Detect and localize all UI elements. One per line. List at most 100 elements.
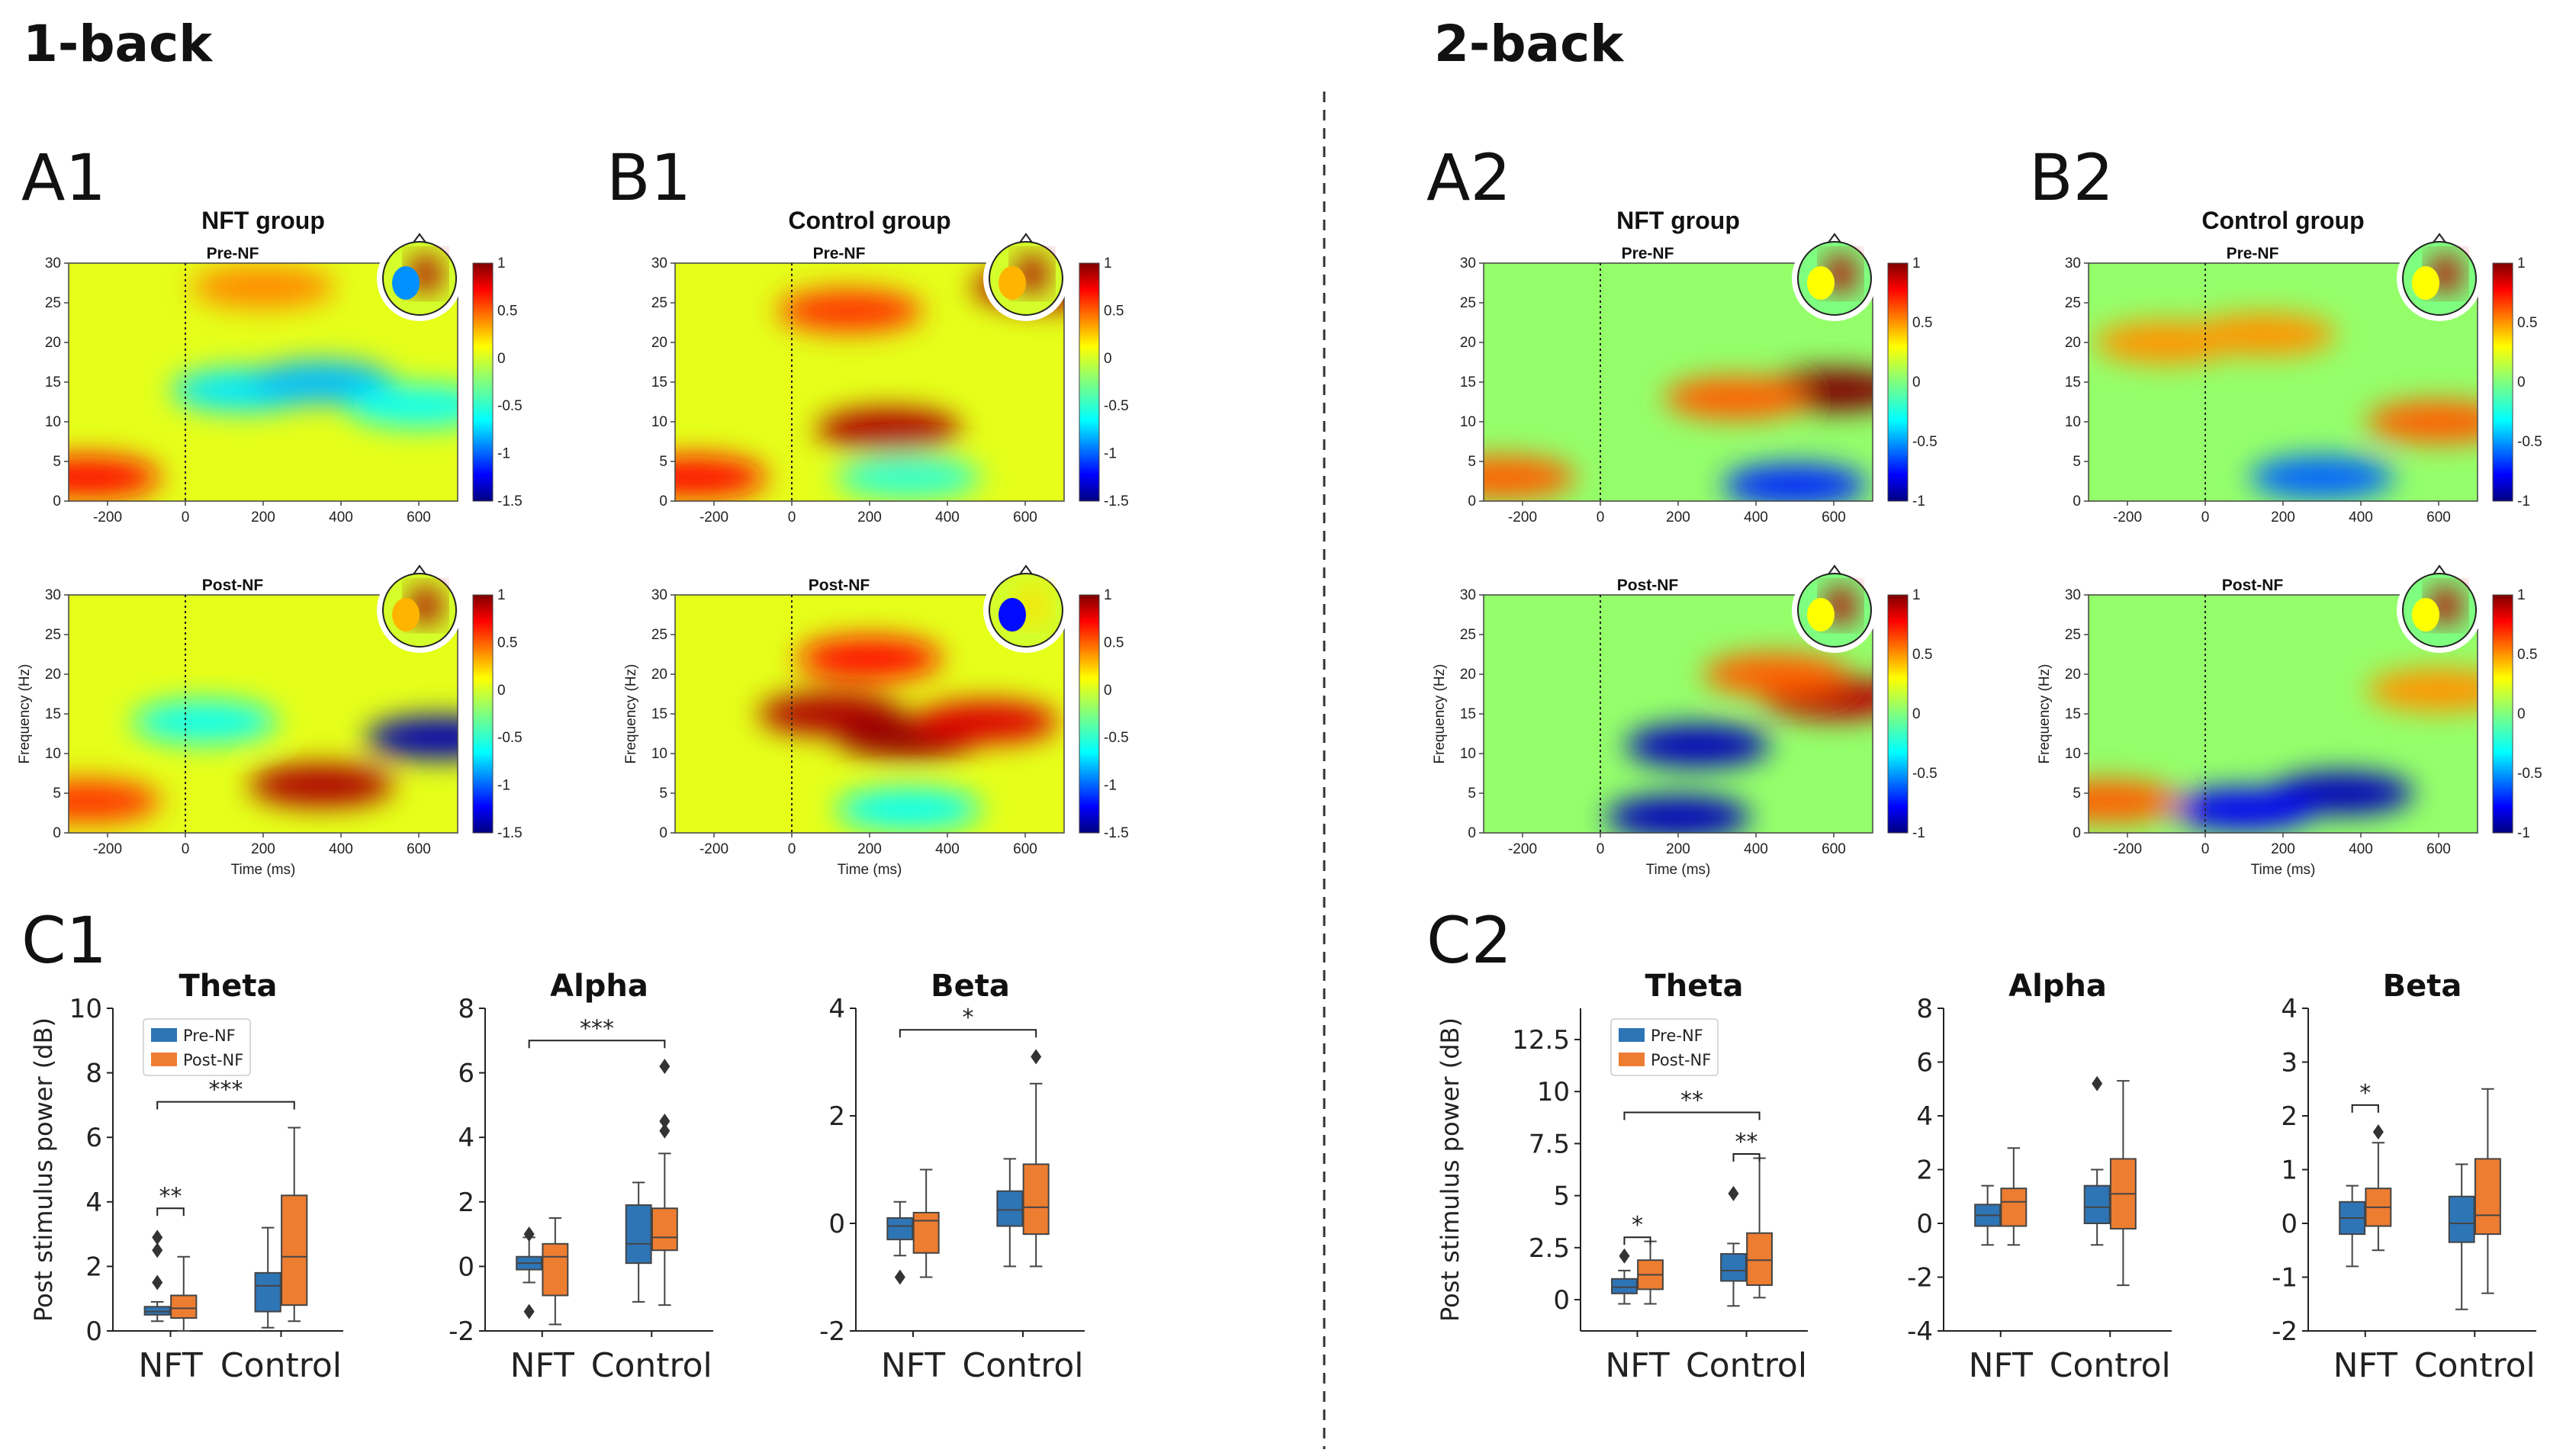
colorbar-tick-label: -1.5 [1104, 493, 1129, 509]
y-tick-label: 5 [53, 454, 61, 470]
colorbar [2492, 262, 2513, 502]
significance-label: ** [1735, 1129, 1758, 1155]
outlier-marker [1619, 1248, 1630, 1264]
section-title-2back: 2-back [1434, 14, 1625, 73]
y-axis-label: Post stimulus power (dB) [29, 1017, 58, 1322]
colorbar-tick-label: 1 [1104, 256, 1112, 272]
heatmap-blob [132, 700, 278, 744]
box-iqr [143, 1306, 171, 1316]
x-tick-label: Control [1686, 1346, 1807, 1385]
bracket-line [2351, 1104, 2379, 1113]
y-tick-label: 6 [85, 1123, 102, 1153]
heatmap-blobs [69, 700, 458, 823]
y-tick-label: 1 [2281, 1155, 2298, 1186]
boxplot-title: Alpha [550, 969, 648, 1004]
significance-bracket: *** [156, 1077, 295, 1110]
heatmap-blob [1664, 376, 1809, 419]
x-tick-label: 0 [182, 509, 190, 526]
topo-coldspot [392, 266, 420, 300]
box-iqr [1746, 1232, 1773, 1286]
colorbar-tick-label: 1 [497, 587, 506, 603]
x-tick-label: 600 [407, 509, 431, 526]
scalp-topography [1792, 564, 1877, 653]
y-tick-label: 5 [659, 454, 667, 470]
significance-bracket: ** [1623, 1087, 1761, 1120]
heatmap-b1-pre: Pre-NF 0 5 10 15 20 25 30 -200 0 200 400 600 1 0.5 0 -0.… [651, 233, 1129, 526]
heatmap-blob [2172, 787, 2317, 831]
box-post-control [281, 1127, 308, 1323]
heatmap-blob [1722, 464, 1867, 501]
x-tick-label: NFT [1969, 1346, 2033, 1385]
colorbar [472, 262, 494, 502]
y-tick-label: 15 [2065, 374, 2081, 391]
group-title: NFT group [1616, 207, 1740, 234]
colorbar-tick-label: 1 [2517, 256, 2526, 272]
panel-label: B1 [606, 140, 691, 215]
x-tick-label: 0 [788, 509, 796, 526]
box-post-control [1746, 1157, 1773, 1299]
colorbar-tick-label: -1.5 [497, 493, 523, 509]
outlier-marker [2372, 1124, 2384, 1140]
y-tick-label: 30 [1460, 256, 1476, 272]
condition-title: Pre-NF [207, 245, 259, 262]
colorbar-tick-label: 0 [1104, 683, 1112, 699]
box-pre-control [996, 1158, 1024, 1268]
box-iqr [2000, 1188, 2028, 1227]
x-tick-label: NFT [138, 1346, 202, 1385]
outlier-marker [152, 1274, 163, 1290]
box-post-nft [170, 1255, 198, 1332]
x-tick-label: Control [962, 1346, 1083, 1385]
outlier-marker [523, 1303, 535, 1319]
colorbar-tick-label: 0 [497, 683, 506, 699]
heatmap-blob [2089, 779, 2181, 823]
colorbar-tick-label: -0.5 [1912, 766, 1938, 782]
y-tick-label: 10 [1460, 746, 1476, 762]
y-tick-label: 25 [45, 295, 61, 311]
y-tick-label: 15 [45, 706, 61, 722]
y-tick-label: 30 [651, 256, 667, 272]
outlier-marker [894, 1269, 905, 1285]
box-pre-nft [886, 1200, 914, 1285]
legend-swatch-post [151, 1053, 177, 1066]
heatmap-blob [1625, 724, 1770, 767]
colorbar [2492, 594, 2513, 834]
box-post-control [651, 1059, 678, 1307]
y-tick-label: 2 [2281, 1101, 2298, 1132]
y-axis-label: Post stimulus power (dB) [1436, 1017, 1465, 1322]
panel-label-c1: C1 [21, 903, 107, 978]
y-tick-label: 2 [458, 1188, 474, 1218]
heatmap-blob [191, 265, 336, 309]
colorbar-tick-label: -0.5 [497, 398, 523, 414]
box-post-nft [1637, 1240, 1664, 1305]
scalp-topography [1792, 233, 1877, 321]
box-pre-nft [1611, 1248, 1638, 1305]
colorbar-tick-label: 1 [2517, 587, 2526, 603]
legend-label-post: Post-NF [183, 1051, 243, 1069]
y-tick-label: 4 [828, 994, 845, 1024]
colorbar-tick-label: -1 [1912, 825, 1925, 841]
y-tick-label: 25 [1460, 295, 1476, 311]
condition-title: Post-NF [202, 577, 264, 594]
colorbar-tick-label: 0 [1104, 351, 1112, 367]
box-pre-control [1720, 1185, 1747, 1307]
x-tick-label: 200 [251, 509, 275, 526]
colorbar-tick-label: -0.5 [2517, 766, 2542, 782]
bracket-line [899, 1029, 1037, 1038]
y-tick-label: 20 [2065, 667, 2081, 683]
y-tick-label: 0 [1468, 493, 1476, 509]
colorbar-tick-label: -1 [2517, 493, 2530, 509]
heatmap-blob [1703, 653, 1848, 696]
legend-label-pre: Pre-NF [183, 1027, 236, 1045]
box-pre-nft [2339, 1184, 2366, 1268]
outlier-marker [1728, 1185, 1739, 1201]
y-tick-label: 15 [2065, 706, 2081, 722]
significance-bracket: ** [156, 1183, 185, 1217]
colorbar-tick-label: 1 [1912, 256, 1921, 272]
y-tick-label: 0 [1468, 825, 1476, 841]
heatmap-blobs [2094, 313, 2478, 499]
